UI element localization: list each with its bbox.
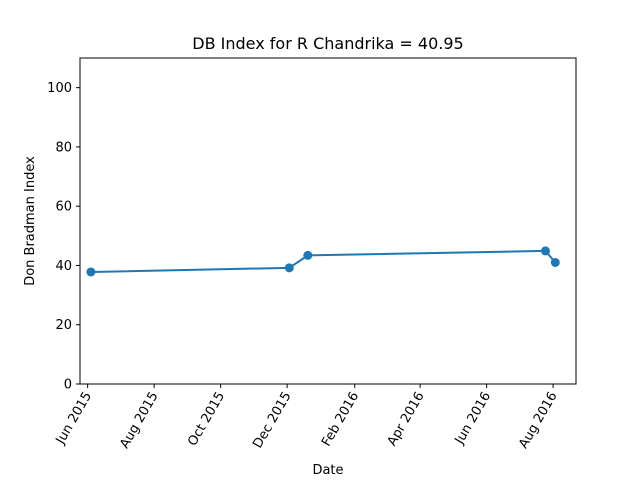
y-tick-label: 20 [55, 318, 72, 333]
x-axis-label: Date [312, 463, 343, 478]
y-tick-label: 40 [55, 259, 72, 274]
axes-frame [79, 57, 577, 385]
data-point [303, 250, 313, 260]
data-point [550, 257, 560, 267]
data-point [284, 263, 294, 273]
y-tick-label: 80 [55, 140, 72, 155]
data-point [86, 267, 96, 277]
y-tick-label: 100 [47, 81, 72, 96]
chart-title: DB Index for R Chandrika = 40.95 [192, 34, 463, 53]
y-tick-label: 60 [55, 200, 72, 215]
data-point [540, 246, 550, 256]
y-axis-label: Don Bradman Index [23, 156, 38, 286]
y-tick-label: 0 [64, 378, 72, 393]
